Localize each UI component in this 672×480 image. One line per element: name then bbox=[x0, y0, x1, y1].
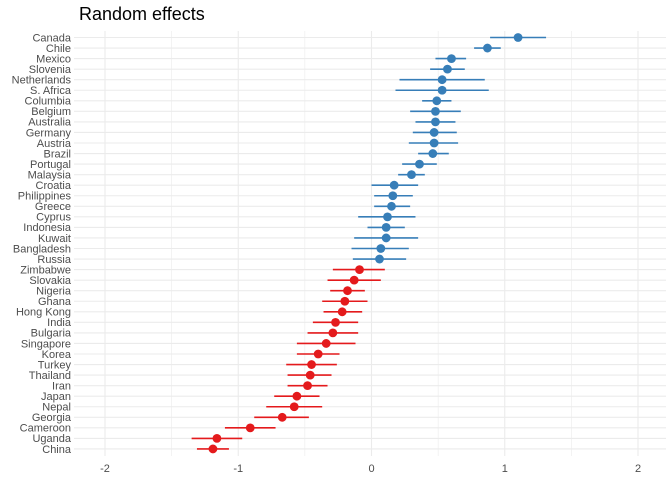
y-tick-label: Philippines bbox=[18, 191, 72, 203]
y-tick-label: Cameroon bbox=[20, 423, 71, 435]
estimate-point bbox=[428, 149, 438, 158]
estimate-point bbox=[429, 128, 439, 137]
estimate-point bbox=[292, 391, 302, 401]
y-tick-label: Cyprus bbox=[36, 212, 71, 224]
estimate-point bbox=[415, 159, 424, 169]
estimate-point bbox=[383, 212, 392, 222]
y-tick-label: Russia bbox=[37, 254, 72, 266]
estimate-point bbox=[303, 381, 312, 391]
estimate-point bbox=[208, 444, 218, 454]
estimate-point bbox=[337, 307, 347, 317]
y-tick-label: Singapore bbox=[21, 338, 71, 350]
y-tick-label: Germany bbox=[26, 127, 72, 139]
estimate-point bbox=[340, 296, 350, 306]
estimate-point bbox=[437, 85, 447, 95]
y-tick-label: India bbox=[47, 317, 72, 329]
y-tick-label: Austria bbox=[37, 138, 72, 150]
y-tick-label: S. Africa bbox=[30, 85, 72, 97]
y-tick-label: Brazil bbox=[43, 148, 71, 160]
y-tick-label: Greece bbox=[35, 201, 71, 213]
estimate-point bbox=[483, 43, 492, 53]
interval-layer bbox=[191, 36, 547, 450]
y-tick-label: China bbox=[42, 444, 72, 456]
estimate-point bbox=[313, 349, 323, 359]
estimate-point bbox=[331, 317, 340, 327]
estimate-point bbox=[328, 328, 338, 338]
y-tick-label: Slovenia bbox=[29, 64, 72, 76]
y-tick-label: Kuwait bbox=[38, 233, 71, 245]
y-tick-label: Korea bbox=[42, 349, 72, 361]
x-axis-labels: -2 -1 0 1 2 bbox=[100, 463, 641, 475]
y-tick-label: Belgium bbox=[31, 106, 71, 118]
y-tick-label: Columbia bbox=[25, 96, 72, 108]
estimate-point bbox=[343, 286, 352, 296]
estimate-point bbox=[321, 339, 331, 348]
estimate-point bbox=[513, 33, 523, 42]
estimate-point bbox=[305, 370, 315, 380]
x-tick-label: -1 bbox=[233, 463, 243, 475]
y-tick-label: Australia bbox=[28, 117, 72, 129]
estimate-point bbox=[431, 106, 440, 116]
x-tick-label: -2 bbox=[100, 463, 110, 475]
estimate-point bbox=[407, 170, 416, 180]
estimate-point bbox=[429, 138, 439, 148]
y-tick-label: Zimbabwe bbox=[20, 264, 71, 276]
estimate-point bbox=[381, 223, 391, 232]
estimate-point bbox=[432, 96, 442, 106]
y-tick-label: Indonesia bbox=[23, 222, 72, 234]
y-tick-label: Turkey bbox=[38, 359, 72, 371]
estimate-point bbox=[289, 402, 299, 412]
y-tick-label: Chile bbox=[46, 43, 71, 55]
estimate-point bbox=[437, 75, 447, 85]
y-tick-label: Nepal bbox=[42, 402, 71, 414]
y-tick-label: Japan bbox=[41, 391, 71, 403]
estimate-point bbox=[447, 54, 456, 63]
y-tick-label: Nigeria bbox=[36, 286, 72, 298]
y-tick-label: Portugal bbox=[30, 159, 71, 171]
x-tick-label: 1 bbox=[502, 463, 508, 475]
estimate-point bbox=[212, 434, 222, 443]
grid-layer bbox=[74, 31, 666, 456]
y-tick-label: Thailand bbox=[29, 370, 71, 382]
y-tick-label: Hong Kong bbox=[16, 307, 71, 319]
estimate-point bbox=[387, 201, 396, 211]
estimate-point bbox=[277, 412, 287, 422]
estimate-point bbox=[381, 233, 391, 243]
estimate-point bbox=[443, 64, 452, 74]
estimate-point bbox=[307, 360, 316, 369]
y-tick-label: Canada bbox=[32, 32, 71, 44]
chart-title: Random effects bbox=[79, 4, 205, 24]
x-tick-label: 2 bbox=[635, 463, 641, 475]
y-tick-label: Ghana bbox=[38, 296, 72, 308]
y-tick-label: Bulgaria bbox=[31, 328, 72, 340]
y-tick-label: Slovakia bbox=[29, 275, 71, 287]
y-tick-label: Georgia bbox=[32, 412, 72, 424]
estimate-point bbox=[245, 423, 255, 433]
y-tick-label: Bangladesh bbox=[13, 243, 71, 255]
estimate-point bbox=[389, 180, 399, 190]
y-tick-label: Malaysia bbox=[28, 169, 72, 181]
y-tick-label: Croatia bbox=[36, 180, 72, 192]
y-tick-label: Iran bbox=[52, 380, 71, 392]
y-tick-label: Uganda bbox=[32, 433, 71, 445]
estimate-point bbox=[355, 265, 364, 274]
y-tick-label: Netherlands bbox=[12, 75, 72, 87]
estimate-point bbox=[375, 254, 384, 264]
estimate-point bbox=[376, 244, 386, 253]
y-tick-label: Mexico bbox=[36, 53, 71, 65]
x-tick-label: 0 bbox=[368, 463, 374, 475]
estimate-point bbox=[388, 191, 398, 201]
estimate-point bbox=[431, 117, 440, 127]
estimate-point bbox=[349, 275, 359, 285]
point-layer bbox=[208, 33, 523, 454]
